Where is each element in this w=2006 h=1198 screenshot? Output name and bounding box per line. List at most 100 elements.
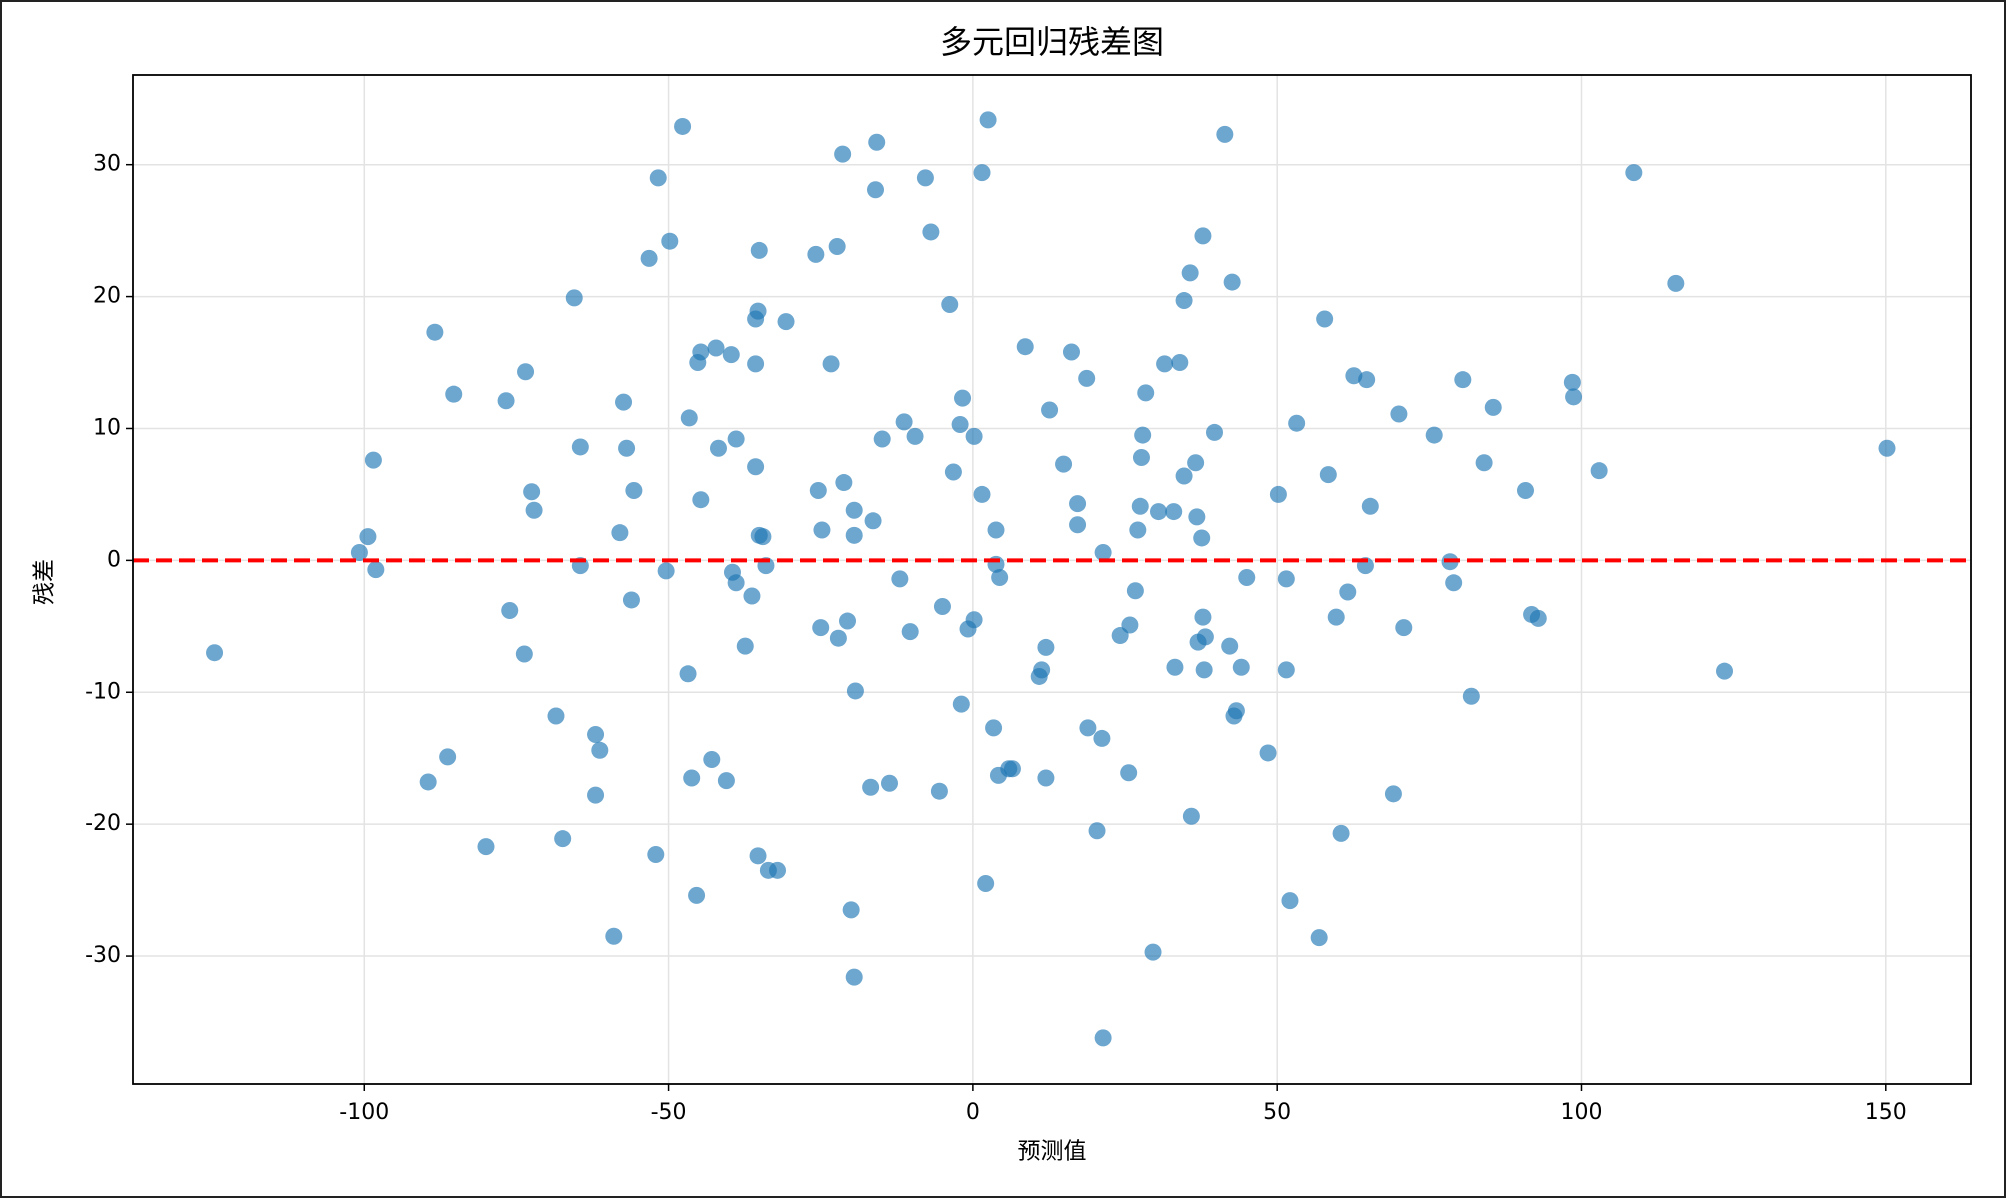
- point: [1667, 274, 1685, 292]
- y-axis-label: 残差: [32, 559, 58, 605]
- y-tick-label: -30: [85, 943, 121, 968]
- point: [1281, 892, 1299, 910]
- point: [1037, 769, 1055, 787]
- point: [445, 385, 463, 403]
- point: [1088, 822, 1106, 840]
- point: [845, 968, 863, 986]
- point: [497, 392, 515, 410]
- point: [587, 725, 605, 743]
- point: [1037, 638, 1055, 656]
- point: [359, 528, 377, 546]
- point: [1565, 388, 1583, 406]
- point: [829, 629, 847, 647]
- x-tick-label: 50: [1263, 1100, 1291, 1125]
- point: [1529, 609, 1547, 627]
- point: [657, 562, 675, 580]
- point: [587, 786, 605, 804]
- point: [1516, 481, 1534, 499]
- point: [1079, 719, 1097, 737]
- point: [1069, 516, 1087, 534]
- point: [649, 169, 667, 187]
- point: [717, 772, 735, 790]
- y-tick-label: 30: [93, 152, 121, 177]
- point: [747, 355, 765, 373]
- point: [722, 346, 740, 364]
- point: [501, 601, 519, 619]
- point: [1093, 729, 1111, 747]
- point: [930, 782, 948, 800]
- point: [1232, 658, 1250, 676]
- point: [1563, 373, 1581, 391]
- x-tick-label: -50: [651, 1100, 687, 1125]
- point: [1462, 687, 1480, 705]
- point: [1078, 369, 1096, 387]
- point: [680, 409, 698, 427]
- point: [1188, 508, 1206, 526]
- point: [605, 927, 623, 945]
- point: [1205, 423, 1223, 441]
- point: [525, 501, 543, 519]
- point: [954, 389, 972, 407]
- point: [1216, 125, 1234, 143]
- point: [350, 543, 368, 561]
- point: [906, 427, 924, 445]
- point: [951, 416, 969, 434]
- point: [703, 751, 721, 769]
- point: [1358, 371, 1376, 389]
- point: [1137, 384, 1155, 402]
- point: [941, 295, 959, 313]
- point: [807, 245, 825, 263]
- point: [1003, 760, 1021, 778]
- point: [749, 302, 767, 320]
- point: [777, 313, 795, 331]
- point: [611, 524, 629, 542]
- point: [727, 430, 745, 448]
- point: [743, 587, 761, 605]
- point: [1156, 355, 1174, 373]
- point: [1134, 426, 1152, 444]
- point: [864, 512, 882, 530]
- point: [1390, 405, 1408, 423]
- point: [517, 363, 535, 381]
- x-tick-label: 100: [1560, 1100, 1602, 1125]
- y-tick-label: -20: [85, 811, 121, 836]
- point: [952, 695, 970, 713]
- point: [1269, 485, 1287, 503]
- point: [1016, 338, 1034, 356]
- chart-title: 多元回归残差图: [940, 23, 1164, 61]
- point: [1194, 227, 1212, 245]
- point: [419, 773, 437, 791]
- point: [1425, 426, 1443, 444]
- point: [1175, 467, 1193, 485]
- point: [973, 485, 991, 503]
- point: [868, 133, 886, 151]
- point: [1194, 608, 1212, 626]
- point: [625, 481, 643, 499]
- point: [842, 901, 860, 919]
- point: [1445, 574, 1463, 592]
- point: [1126, 582, 1144, 600]
- point: [922, 223, 940, 241]
- point: [901, 623, 919, 641]
- point: [1475, 454, 1493, 472]
- point: [709, 439, 727, 457]
- point: [1144, 943, 1162, 961]
- point: [1193, 529, 1211, 547]
- point: [647, 846, 665, 864]
- point: [1069, 495, 1087, 513]
- x-tick-label: 0: [966, 1100, 980, 1125]
- point: [1716, 662, 1734, 680]
- point: [661, 232, 679, 250]
- point: [991, 569, 1009, 587]
- point: [692, 343, 710, 361]
- point: [1238, 569, 1256, 587]
- y-tick-label: 0: [107, 547, 121, 572]
- point: [615, 393, 633, 411]
- point: [769, 861, 787, 879]
- point: [1171, 354, 1189, 372]
- point: [736, 637, 754, 655]
- point: [554, 830, 572, 848]
- point: [1345, 367, 1363, 385]
